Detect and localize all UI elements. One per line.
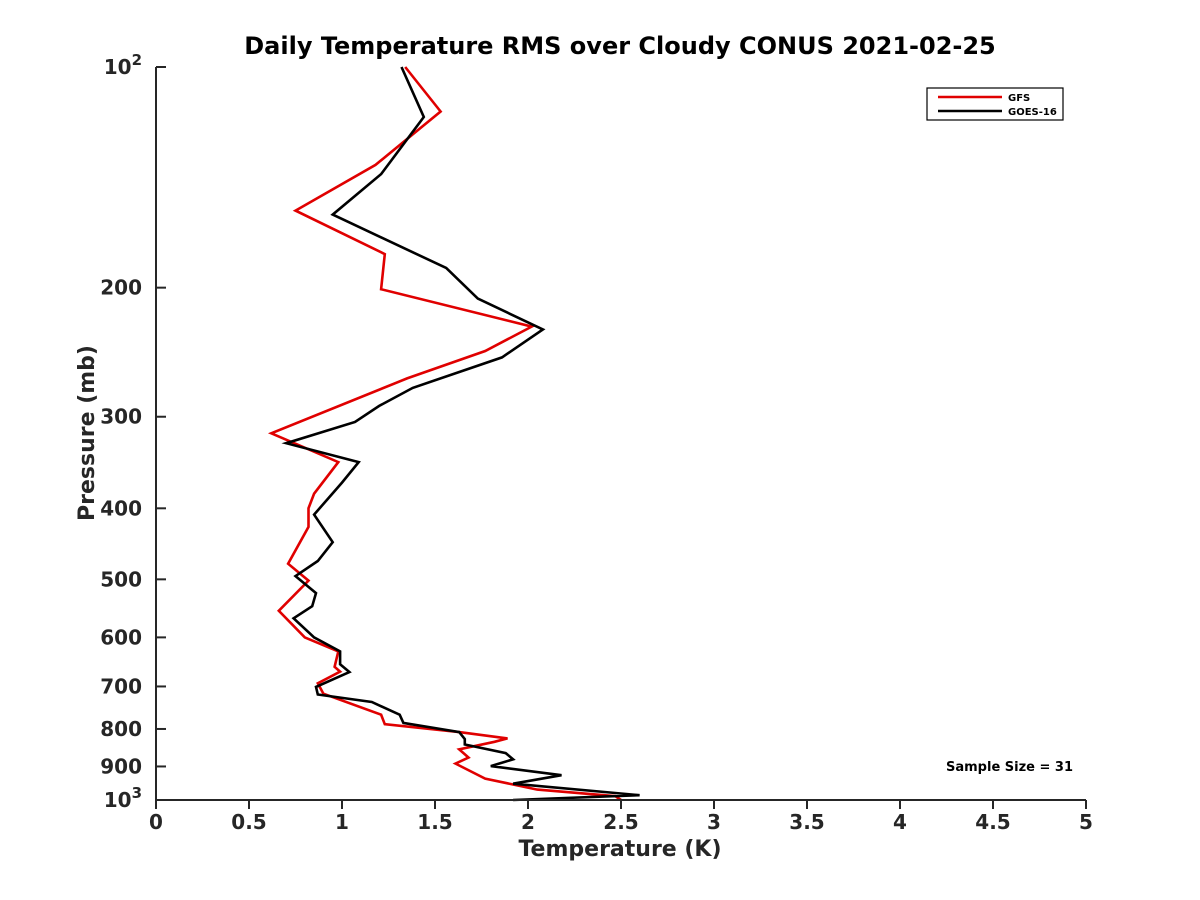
x-tick-label: 5 xyxy=(1079,810,1093,834)
y-tick-label: 700 xyxy=(100,674,142,698)
y-tick-exponent: 3 xyxy=(132,784,142,802)
y-tick-label: 600 xyxy=(100,625,142,649)
x-tick-label: 1 xyxy=(335,810,349,834)
sample-size-annotation: Sample Size = 31 xyxy=(946,760,1073,775)
x-tick-label: 1.5 xyxy=(417,810,452,834)
y-tick-label: 200 xyxy=(100,276,142,300)
legend-label-goes16: GOES-16 xyxy=(1008,107,1057,118)
legend-box xyxy=(926,87,1064,121)
x-tick-label: 0.5 xyxy=(231,810,266,834)
x-tick-label: 3.5 xyxy=(789,810,824,834)
x-tick-label: 2.5 xyxy=(603,810,638,834)
x-tick-label: 3 xyxy=(707,810,721,834)
y-tick-exponent: 2 xyxy=(132,51,142,69)
y-tick-label: 900 xyxy=(100,754,142,778)
y-tick-label: 103 xyxy=(104,784,142,812)
y-tick-base: 10 xyxy=(104,788,132,812)
x-tick-label: 0 xyxy=(149,810,163,834)
y-axis-label: Pressure (mb) xyxy=(75,345,100,521)
y-tick-base: 10 xyxy=(104,55,132,79)
series-line-gfs xyxy=(267,66,622,802)
legend: GFS GOES-16 xyxy=(926,87,1064,121)
x-tick-label: 2 xyxy=(521,810,535,834)
series-line-goes16 xyxy=(281,66,640,802)
legend-label-gfs: GFS xyxy=(1008,93,1030,104)
y-tick-label: 500 xyxy=(100,567,142,591)
y-tick-label: 300 xyxy=(100,405,142,429)
y-tick-label: 400 xyxy=(100,496,142,520)
x-axis-label: Temperature (K) xyxy=(518,837,721,862)
y-tick-label: 800 xyxy=(100,717,142,741)
x-tick-label: 4 xyxy=(893,810,907,834)
series-layer xyxy=(267,66,640,802)
y-tick-label: 102 xyxy=(104,51,142,79)
x-axis-ticks: 0 0.5 1 1.5 2 2.5 3 3.5 4 4.5 5 xyxy=(149,800,1093,834)
chart-title: Daily Temperature RMS over Cloudy CONUS … xyxy=(244,32,996,60)
x-tick-label: 4.5 xyxy=(975,810,1010,834)
